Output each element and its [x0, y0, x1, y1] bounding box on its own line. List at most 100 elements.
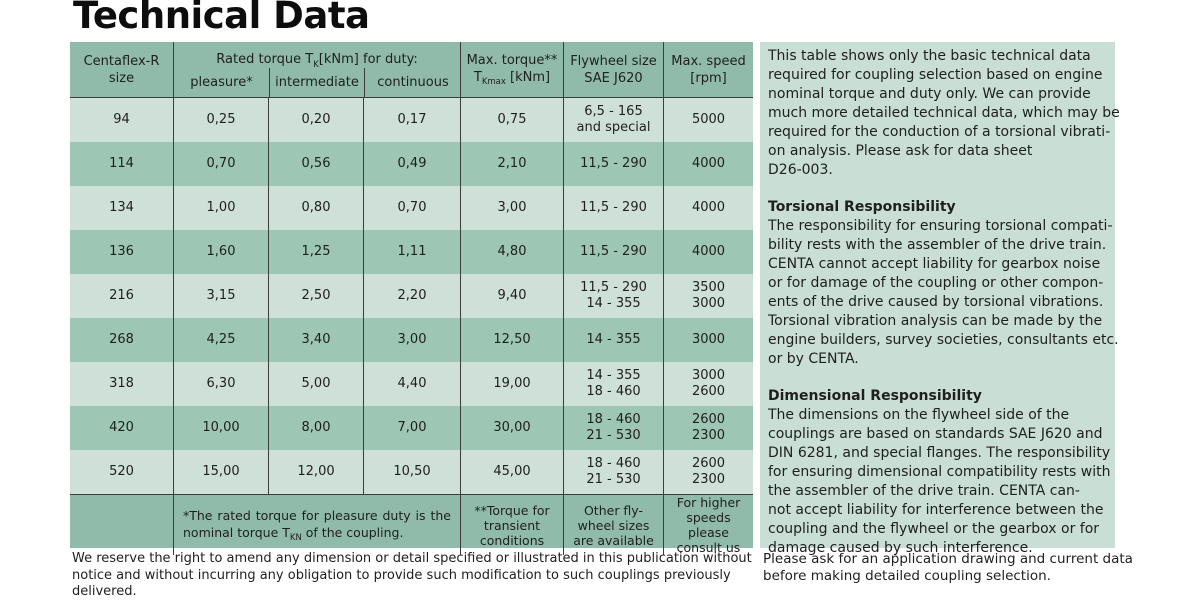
max-torque-line2: TKmax [kNm]: [474, 69, 550, 88]
footnote-max-torque: **Torque for transient conditions: [460, 495, 563, 555]
table-row: 420 10,00 8,00 7,00 30,00 18 - 460 21 - …: [70, 406, 753, 450]
cell-flywheel: 14 - 355: [563, 318, 663, 362]
cell-continuous: 7,00: [363, 406, 460, 450]
cell-pleasure: 15,00: [173, 450, 268, 494]
header-duty-intermediate: intermediate: [269, 68, 364, 97]
cell-speed: 4000: [663, 186, 753, 230]
header-max-speed: Max. speed [rpm]: [663, 42, 753, 97]
cell-intermediate: 0,80: [268, 186, 363, 230]
header-duty-subcolumns: pleasure* intermediate continuous: [174, 68, 460, 97]
cell-size: 268: [109, 332, 134, 347]
cell-intermediate: 5,00: [268, 362, 363, 406]
cell-speed: 3000 2600: [663, 362, 753, 406]
cell-max-torque: 19,00: [460, 362, 563, 406]
intro-paragraph: This table shows only the basic technica…: [768, 48, 1120, 178]
cell-intermediate: 0,56: [268, 142, 363, 186]
cell-intermediate: 8,00: [268, 406, 363, 450]
cell-speed: 3000: [663, 318, 753, 362]
cell-max-torque: 9,40: [460, 274, 563, 318]
cell-intermediate: 3,40: [268, 318, 363, 362]
table-row: 134 1,00 0,80 0,70 3,00 11,5 - 290 4000: [70, 186, 753, 230]
cell-pleasure: 3,15: [173, 274, 268, 318]
torsional-heading: Torsional Responsibility: [768, 199, 956, 215]
cell-size: 94: [113, 112, 130, 127]
cell-size: 420: [109, 420, 134, 435]
cell-continuous: 3,00: [363, 318, 460, 362]
footnote-pleasure: *The rated torque for pleasure duty is t…: [173, 495, 460, 555]
cell-intermediate: 12,00: [268, 450, 363, 494]
cell-max-torque: 4,80: [460, 230, 563, 274]
cell-continuous: 0,70: [363, 186, 460, 230]
footnote-pleasure-part2: of the coupling.: [301, 524, 404, 540]
cell-max-torque: 0,75: [460, 98, 563, 142]
cell-max-torque: 3,00: [460, 186, 563, 230]
application-note: Please ask for an application drawing an…: [763, 551, 1133, 584]
cell-continuous: 0,17: [363, 98, 460, 142]
cell-flywheel: 6,5 - 165 and special: [563, 98, 663, 142]
cell-flywheel: 14 - 355 18 - 460: [563, 362, 663, 406]
rated-torque-prefix: Rated torque T: [216, 52, 314, 67]
cell-size: 114: [109, 156, 134, 171]
cell-pleasure: 1,00: [173, 186, 268, 230]
header-centaflex-size: Centaflex-R size: [83, 53, 160, 86]
cell-speed: 5000: [663, 98, 753, 142]
torsional-body: The responsibility for ensuring torsiona…: [768, 218, 1119, 367]
cell-pleasure: 0,25: [173, 98, 268, 142]
max-torque-suffix: [kNm]: [505, 69, 551, 85]
rated-torque-suffix: [kNm] for duty:: [318, 52, 418, 67]
table-row: 114 0,70 0,56 0,49 2,10 11,5 - 290 4000: [70, 142, 753, 186]
footnote-empty-cell: [70, 495, 173, 555]
cell-speed: 4000: [663, 230, 753, 274]
cell-speed: 2600 2300: [663, 406, 753, 450]
footnote-pleasure-part1: *The rated torque for pleasure duty is t…: [183, 507, 451, 540]
cell-speed: 2600 2300: [663, 450, 753, 494]
cell-size: 318: [109, 376, 134, 391]
cell-intermediate: 1,25: [268, 230, 363, 274]
cell-pleasure: 0,70: [173, 142, 268, 186]
table-row: 136 1,60 1,25 1,11 4,80 11,5 - 290 4000: [70, 230, 753, 274]
cell-flywheel: 18 - 460 21 - 530: [563, 406, 663, 450]
info-panel: This table shows only the basic technica…: [760, 42, 1120, 556]
footnote-pleasure-subscript: KN: [289, 532, 302, 543]
table-row: 94 0,25 0,20 0,17 0,75 6,5 - 165 and spe…: [70, 98, 753, 142]
table-row: 216 3,15 2,50 2,20 9,40 11,5 - 290 14 - …: [70, 274, 753, 318]
header-duty-continuous: continuous: [364, 68, 461, 97]
cell-pleasure: 1,60: [173, 230, 268, 274]
cell-size: 134: [109, 200, 134, 215]
cell-max-torque: 12,50: [460, 318, 563, 362]
cell-speed: 4000: [663, 142, 753, 186]
table-row: 520 15,00 12,00 10,50 45,00 18 - 460 21 …: [70, 450, 753, 494]
table-row: 318 6,30 5,00 4,40 19,00 14 - 355 18 - 4…: [70, 362, 753, 406]
header-flywheel-size: Flywheel size SAE J620: [563, 42, 663, 97]
header-max-torque: Max. torque** TKmax [kNm]: [460, 42, 563, 97]
table-footnotes: *The rated torque for pleasure duty is t…: [70, 494, 753, 555]
cell-pleasure: 10,00: [173, 406, 268, 450]
footnote-pleasure-text: *The rated torque for pleasure duty is t…: [183, 507, 451, 544]
cell-flywheel: 11,5 - 290: [563, 186, 663, 230]
footnote-speed: For higher speeds please consult us: [663, 495, 753, 555]
cell-max-torque: 30,00: [460, 406, 563, 450]
cell-continuous: 1,11: [363, 230, 460, 274]
cell-size: 216: [109, 288, 134, 303]
dimensional-body: The dimensions on the flywheel side of t…: [768, 407, 1111, 556]
cell-flywheel: 18 - 460 21 - 530: [563, 450, 663, 494]
cell-continuous: 2,20: [363, 274, 460, 318]
cell-flywheel: 11,5 - 290: [563, 142, 663, 186]
cell-size: 520: [109, 464, 134, 479]
cell-max-torque: 45,00: [460, 450, 563, 494]
cell-continuous: 4,40: [363, 362, 460, 406]
dimensional-heading: Dimensional Responsibility: [768, 388, 982, 404]
footnote-flywheel: Other fly- wheel sizes are available: [563, 495, 663, 555]
table-row: 268 4,25 3,40 3,00 12,50 14 - 355 3000: [70, 318, 753, 362]
max-torque-line1: Max. torque**: [466, 52, 558, 68]
max-torque-subscript: Kmax: [481, 76, 506, 87]
header-duty-pleasure: pleasure*: [190, 75, 253, 90]
max-torque-prefix: T: [473, 69, 482, 85]
page-title: Technical Data: [73, 0, 370, 37]
reservation-note: We reserve the right to amend any dimens…: [72, 551, 752, 599]
cell-intermediate: 2,50: [268, 274, 363, 318]
